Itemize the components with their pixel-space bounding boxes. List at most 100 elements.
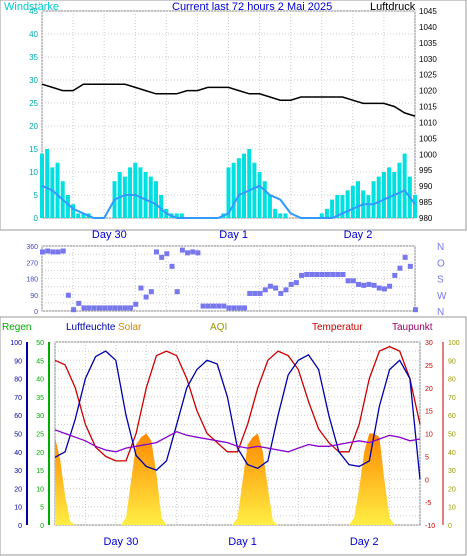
- direction-point: [324, 271, 330, 277]
- legend-label: AQI: [210, 322, 227, 333]
- x-axis-label: Day 2: [350, 536, 379, 548]
- panel1-border: [0, 0, 467, 231]
- direction-point: [293, 280, 299, 286]
- x-axis-label: Day 30: [92, 229, 127, 241]
- right-axis-label: Luftdruck: [370, 1, 416, 13]
- panel3-border: [0, 316, 467, 556]
- temp-tick-label: 30: [425, 340, 433, 347]
- rain-tick-label: 30: [36, 413, 44, 420]
- rain-tick-label: 35: [36, 395, 44, 402]
- right-tick-label: 1045: [419, 7, 437, 16]
- legend-label: Regen: [2, 322, 31, 333]
- temp-tick-label: 15: [425, 409, 433, 416]
- direction-point: [112, 305, 118, 311]
- direction-point: [231, 305, 237, 311]
- direction-point: [40, 249, 45, 255]
- right-tick-label: 1015: [419, 103, 437, 112]
- humidity-tick-label: 30: [14, 468, 22, 475]
- left-tick-label: 5: [34, 191, 39, 200]
- compass-label: S: [437, 275, 444, 286]
- rain-tick-label: 45: [36, 358, 44, 365]
- series-line: [41, 83, 416, 117]
- temp-tick-label: 10: [425, 432, 433, 439]
- left-tick-label: 35: [29, 53, 38, 62]
- direction-point: [185, 250, 191, 256]
- x-axis-label: Day 1: [228, 536, 257, 548]
- direction-point: [356, 281, 362, 287]
- right-tick-label: 1020: [419, 87, 437, 96]
- direction-point: [128, 305, 134, 311]
- direction-point: [102, 305, 108, 311]
- direction-point: [350, 278, 356, 284]
- direction-point: [210, 303, 216, 309]
- direction-point: [159, 254, 165, 260]
- direction-point: [371, 282, 377, 288]
- direction-point: [413, 307, 418, 313]
- direction-point: [299, 272, 305, 278]
- temp-tick-label: 25: [425, 363, 433, 370]
- left-tick-label: 30: [29, 76, 38, 85]
- right-tick-label: 1000: [419, 150, 437, 159]
- rain-tick-label: 25: [36, 432, 44, 439]
- direction-point: [387, 283, 393, 289]
- temp-tick-label: 20: [425, 386, 433, 393]
- direction-point: [55, 249, 61, 255]
- direction-point: [148, 289, 154, 295]
- direction-point: [402, 254, 408, 260]
- aqi-tick-label: 70: [448, 395, 456, 402]
- direction-point: [345, 278, 351, 284]
- left-tick-label: 10: [29, 168, 38, 177]
- direction-point: [50, 249, 56, 255]
- solar-area: [55, 433, 420, 525]
- series-line: [54, 345, 421, 462]
- direction-point: [96, 305, 102, 311]
- direction-point: [314, 271, 320, 277]
- direction-point: [205, 303, 211, 309]
- humidity-tick-label: 80: [14, 377, 22, 384]
- direction-point: [71, 307, 77, 313]
- left-tick-label: 45: [29, 7, 38, 16]
- aqi-tick-label: 80: [448, 377, 456, 384]
- direction-point: [122, 305, 128, 311]
- direction-point: [216, 303, 222, 309]
- direction-point: [236, 305, 242, 311]
- direction-point: [304, 271, 310, 277]
- rain-tick-label: 20: [36, 450, 44, 457]
- legend-label: Temperatur: [312, 322, 363, 333]
- right-tick-label: 990: [419, 182, 433, 191]
- direction-point: [190, 249, 196, 255]
- temp-tick-label: -10: [425, 523, 435, 530]
- aqi-tick-label: 60: [448, 413, 456, 420]
- compass-label: W: [437, 291, 447, 302]
- direction-point: [179, 247, 185, 253]
- right-tick-label: 1035: [419, 39, 437, 48]
- humidity-tick-label: 100: [10, 340, 22, 347]
- humidity-tick-label: 60: [14, 413, 22, 420]
- humidity-tick-label: 50: [14, 432, 22, 439]
- direction-point: [407, 263, 413, 269]
- direction-point: [45, 248, 51, 254]
- humidity-tick-label: 40: [14, 450, 22, 457]
- direction-point: [200, 303, 206, 309]
- left-tick-label: 90: [30, 293, 38, 300]
- aqi-tick-label: 40: [448, 450, 456, 457]
- direction-point: [143, 294, 149, 300]
- direction-point: [361, 282, 367, 288]
- x-axis-label: Day 1: [219, 229, 248, 241]
- direction-point: [164, 251, 170, 257]
- direction-point: [278, 290, 284, 296]
- right-tick-label: 1010: [419, 118, 437, 127]
- humidity-tick-label: 90: [14, 358, 22, 365]
- direction-point: [107, 305, 113, 311]
- compass-label: N: [437, 307, 444, 318]
- right-tick-label: 980: [419, 214, 433, 223]
- humidity-tick-label: 0: [18, 523, 22, 530]
- direction-point: [397, 265, 403, 271]
- aqi-tick-label: 20: [448, 486, 456, 493]
- humidity-tick-label: 20: [14, 486, 22, 493]
- left-tick-label: 25: [29, 99, 38, 108]
- left-tick-label: 360: [26, 244, 38, 251]
- direction-point: [221, 303, 227, 309]
- x-axis-label: Day 2: [344, 229, 373, 241]
